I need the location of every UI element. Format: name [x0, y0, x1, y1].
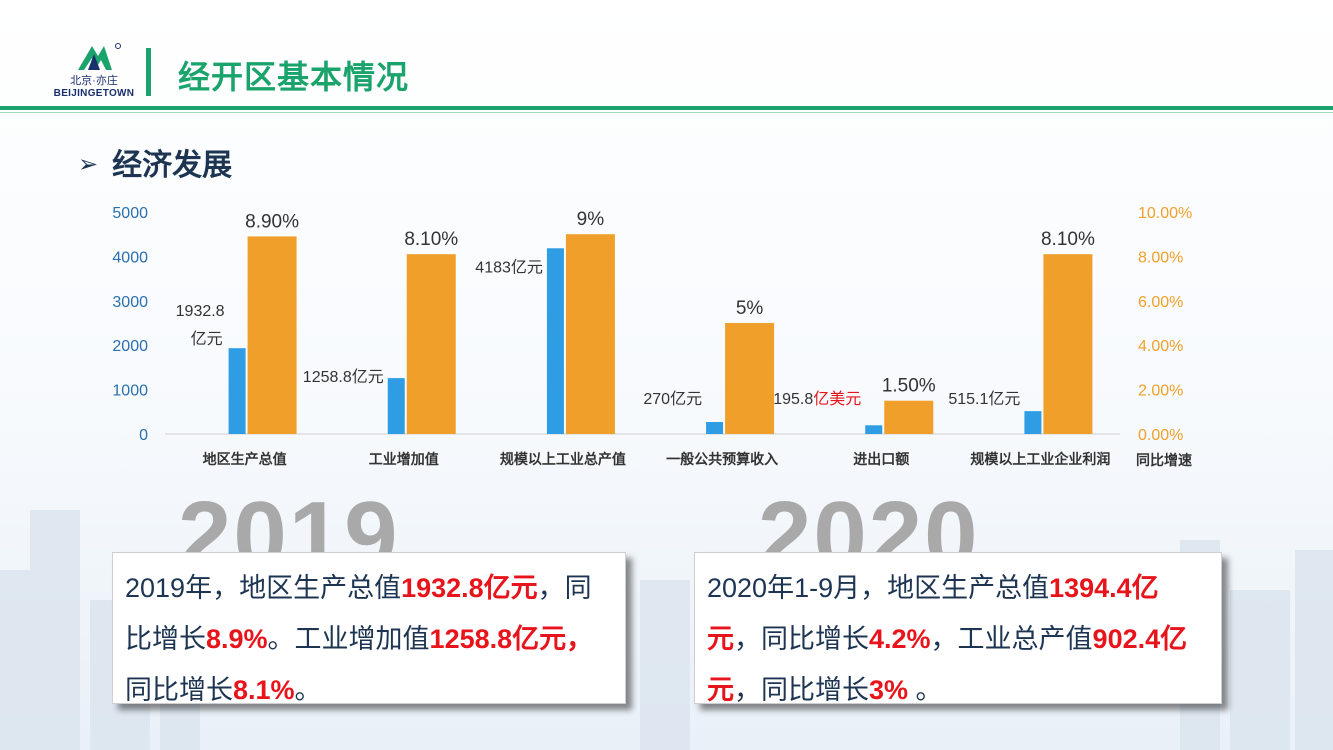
text: ，同比增长	[125, 573, 592, 654]
section-title: 经济发展	[112, 149, 233, 182]
text: ，同比增长	[734, 624, 869, 654]
summary-2020-box: 2020年1-9月，地区生产总值1394.4亿元，同比增长4.2%，工业总产值9…	[694, 552, 1222, 705]
right-axis-ticks: 0.00% 2.00% 4.00% 6.00% 8.00% 10.00%	[1138, 205, 1192, 444]
growth-label: 1.50%	[882, 376, 936, 397]
header-divider-thin	[0, 112, 1333, 113]
category-label: 地区生产总值	[203, 451, 287, 467]
growth-label: 9%	[577, 209, 605, 230]
category-label: 工业增加值	[369, 451, 439, 467]
value-label: 515.1亿元	[948, 390, 1020, 408]
logo-chinese-text: 北京·亦庄	[70, 75, 118, 87]
value-label-number: 195.8	[773, 391, 813, 408]
left-axis-ticks: 0 1000 2000 3000 4000 5000	[112, 205, 148, 444]
left-axis-tick-label: 3000	[112, 294, 148, 311]
value-label-unit: 亿美元	[813, 390, 861, 408]
right-axis-label: 同比增速	[1136, 452, 1192, 468]
text: ，同比增长	[734, 675, 869, 705]
growth-label: 8.10%	[1041, 229, 1095, 250]
value-label: 270亿元	[643, 390, 702, 408]
left-axis-tick-label: 5000	[112, 205, 148, 222]
header-divider	[0, 106, 1333, 110]
logo: 北京·亦庄 BEIJINGETOWN	[48, 40, 140, 104]
highlight-value: 8.1%	[233, 675, 295, 705]
left-axis-tick-label: 0	[139, 427, 148, 444]
growth-bar	[565, 234, 615, 434]
highlight-value: 1394.4亿元	[707, 573, 1159, 654]
growth-bar	[725, 323, 775, 434]
logo-english-text: BEIJINGETOWN	[53, 88, 135, 99]
highlight-value: 3%	[869, 675, 909, 705]
value-bar	[387, 378, 405, 434]
left-axis-tick-label: 1000	[112, 383, 148, 400]
growth-label: 8.90%	[245, 211, 299, 232]
left-axis-tick-label: 4000	[112, 249, 148, 266]
title-accent-bar	[146, 48, 151, 96]
text: 2020年1-9月，地区生产总值	[707, 573, 1050, 603]
right-axis-tick-label: 2.00%	[1138, 383, 1183, 400]
text: 。工业增加值	[267, 624, 430, 654]
highlight-value: 902.4亿元	[707, 624, 1188, 705]
text: ，工业总产值	[930, 624, 1093, 654]
growth-bar	[1043, 254, 1093, 434]
right-axis-tick-label: 6.00%	[1138, 294, 1183, 311]
category-label: 进出口额	[853, 451, 909, 467]
left-axis-tick-label: 2000	[112, 338, 148, 355]
value-label: 4183亿元	[475, 258, 543, 276]
value-bar	[546, 248, 564, 434]
right-axis-tick-label: 10.00%	[1138, 205, 1192, 222]
value-bar	[228, 348, 246, 434]
arrow-bullet-icon: ➢	[78, 151, 99, 178]
growth-bar	[406, 254, 456, 434]
value-label: 1932.8	[176, 303, 225, 320]
text: 。	[908, 675, 943, 705]
summary-2019-box: 2019年，地区生产总值1932.8亿元，同比增长8.9%。工业增加值1258.…	[112, 552, 626, 705]
value-bar	[1024, 411, 1042, 434]
growth-bar	[247, 236, 297, 434]
highlight-value: 4.2%	[869, 624, 931, 654]
page-title: 经开区基本情况	[178, 59, 410, 95]
value-label: 195.8亿美元	[773, 390, 861, 408]
category-label: 规模以上工业企业利润	[970, 451, 1110, 467]
right-axis-tick-label: 8.00%	[1138, 249, 1183, 266]
growth-label: 8.10%	[404, 229, 458, 250]
value-bar	[706, 422, 724, 434]
category-labels: 地区生产总值 工业增加值 规模以上工业总产值 一般公共预算收入 进出口额 规模以上工业企业…	[203, 451, 1111, 467]
growth-bar	[884, 400, 934, 434]
value-bar	[865, 425, 883, 434]
highlight-value: 8.9%	[206, 624, 268, 654]
right-axis-tick-label: 0.00%	[1138, 427, 1183, 444]
value-label-unit: 亿元	[191, 330, 223, 348]
section-heading: ➢ 经济发展	[78, 140, 232, 184]
highlight-value: 1932.8亿元	[401, 573, 538, 603]
category-label: 规模以上工业总产值	[500, 451, 626, 467]
right-axis-tick-label: 4.00%	[1138, 338, 1183, 355]
category-label: 一般公共预算收入	[666, 451, 778, 467]
value-label: 1258.8亿元	[303, 368, 384, 386]
text: 2019年，地区生产总值	[125, 573, 402, 603]
logo-mark-icon	[78, 43, 121, 70]
economy-bar-chart: 0 1000 2000 3000 4000 5000 0.00% 2.00% 4.00% 6.0…	[112, 205, 1192, 468]
text: 。	[294, 675, 322, 705]
highlight-value: 1258.8亿元，	[429, 624, 594, 654]
text: 同比增长	[125, 675, 233, 705]
growth-label: 5%	[736, 298, 764, 319]
bars-group: 8.90% 1932.8 亿元 8.10% 1258.8亿元 9% 4183亿元 5% 270亿…	[176, 209, 1095, 434]
